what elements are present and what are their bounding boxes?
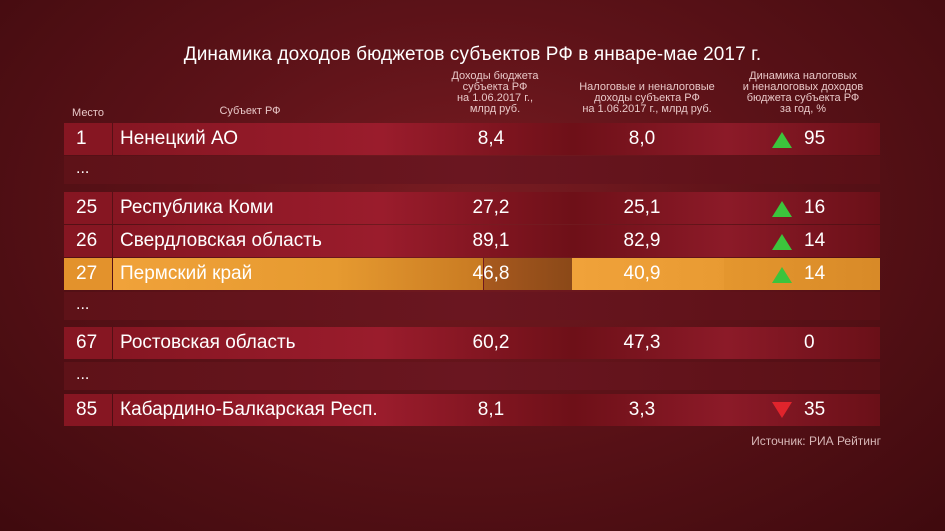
- row-background: [64, 292, 880, 320]
- column-header-rank: Место: [72, 107, 104, 119]
- row-background: [64, 362, 880, 390]
- column-header-subject: Субъект РФ: [219, 105, 281, 117]
- income-cell: 89,1: [472, 230, 510, 251]
- row-background: [113, 123, 880, 155]
- table-row: 1 Ненецкий АО 8,4 8,0 95: [64, 123, 880, 155]
- subject-cell: Ростовская область: [120, 332, 296, 353]
- gap-ellipsis: ...: [76, 160, 90, 177]
- dynamics-cell: 14: [804, 263, 826, 284]
- gap-ellipsis: ...: [76, 296, 90, 313]
- table-row: 67 Ростовская область 60,2 47,3 0: [64, 327, 880, 359]
- rank-cell: 25: [76, 197, 98, 218]
- row-rank-cell-bg: [64, 394, 112, 426]
- column-header-income: Доходы бюджета субъекта РФ на 1.06.2017 …: [451, 70, 539, 115]
- row-rank-cell-bg: [64, 225, 112, 257]
- rank-cell: 85: [76, 399, 98, 420]
- tax-income-cell: 25,1: [623, 197, 661, 218]
- table-row: 27 Пермский край 46,8 40,9 14: [64, 258, 880, 290]
- row-name-cell-bg: [113, 258, 483, 290]
- row-background: [113, 327, 880, 359]
- tax-income-cell: 82,9: [623, 230, 661, 251]
- dynamics-cell: 0: [804, 332, 815, 353]
- subject-cell: Кабардино-Балкарская Респ.: [120, 399, 378, 420]
- row-rank-cell-bg: [64, 192, 112, 224]
- gap-row: ...: [64, 362, 880, 390]
- dynamics-cell: 95: [804, 128, 826, 149]
- subject-cell: Пермский край: [120, 263, 253, 284]
- rank-cell: 27: [76, 263, 98, 284]
- row-rank-cell-bg: [64, 327, 112, 359]
- subject-cell: Свердловская область: [120, 230, 322, 251]
- subject-cell: Ненецкий АО: [120, 128, 239, 149]
- income-cell: 8,4: [477, 128, 505, 149]
- row-income-cell-bg: [484, 258, 574, 290]
- source-note: Источник: РИА Рейтинг: [751, 434, 881, 448]
- subject-cell: Республика Коми: [120, 197, 274, 218]
- chart-title: Динамика доходов бюджетов субъектов РФ в…: [183, 44, 762, 65]
- rank-cell: 26: [76, 230, 98, 251]
- table-row: 25 Республика Коми 27,2 25,1 16: [64, 192, 880, 224]
- tax-income-cell: 40,9: [623, 263, 661, 284]
- row-dynamics-cell-bg: [724, 258, 880, 290]
- row-tax-cell-bg: [572, 258, 732, 290]
- rank-cell: 67: [76, 332, 98, 353]
- tax-income-cell: 3,3: [628, 399, 656, 420]
- column-header-tax-income: Налоговые и неналоговые доходы субъекта …: [579, 81, 715, 115]
- row-background: [113, 394, 880, 426]
- rank-cell: 1: [76, 128, 87, 149]
- income-cell: 27,2: [472, 197, 510, 218]
- income-cell: 46,8: [472, 263, 510, 284]
- row-rank-cell-bg: [64, 258, 112, 290]
- row-rank-cell-bg: [64, 123, 112, 155]
- income-cell: 8,1: [477, 399, 505, 420]
- gap-ellipsis: ...: [76, 366, 90, 383]
- table-row: 26 Свердловская область 89,1 82,9 14: [64, 225, 880, 257]
- row-background: [64, 156, 880, 184]
- dynamics-cell: 14: [804, 230, 826, 251]
- tax-income-cell: 8,0: [628, 128, 656, 149]
- trend-up-arrow-icon: [772, 234, 792, 250]
- trend-up-arrow-icon: [772, 132, 792, 148]
- dynamics-cell: 35: [804, 399, 826, 420]
- trend-up-arrow-icon: [772, 201, 792, 217]
- row-background: [113, 225, 880, 257]
- table-row: 85 Кабардино-Балкарская Респ. 8,1 3,3 35: [64, 394, 880, 426]
- gap-row: ...: [64, 156, 880, 184]
- gap-row: ...: [64, 292, 880, 320]
- row-background: [113, 192, 880, 224]
- dynamics-cell: 16: [804, 197, 826, 218]
- trend-down-arrow-icon: [772, 402, 792, 418]
- tax-income-cell: 47,3: [623, 332, 661, 353]
- income-cell: 60,2: [472, 332, 510, 353]
- trend-up-arrow-icon: [772, 267, 792, 283]
- column-header-dynamics: Динамика налоговых и неналоговых доходов…: [742, 70, 864, 115]
